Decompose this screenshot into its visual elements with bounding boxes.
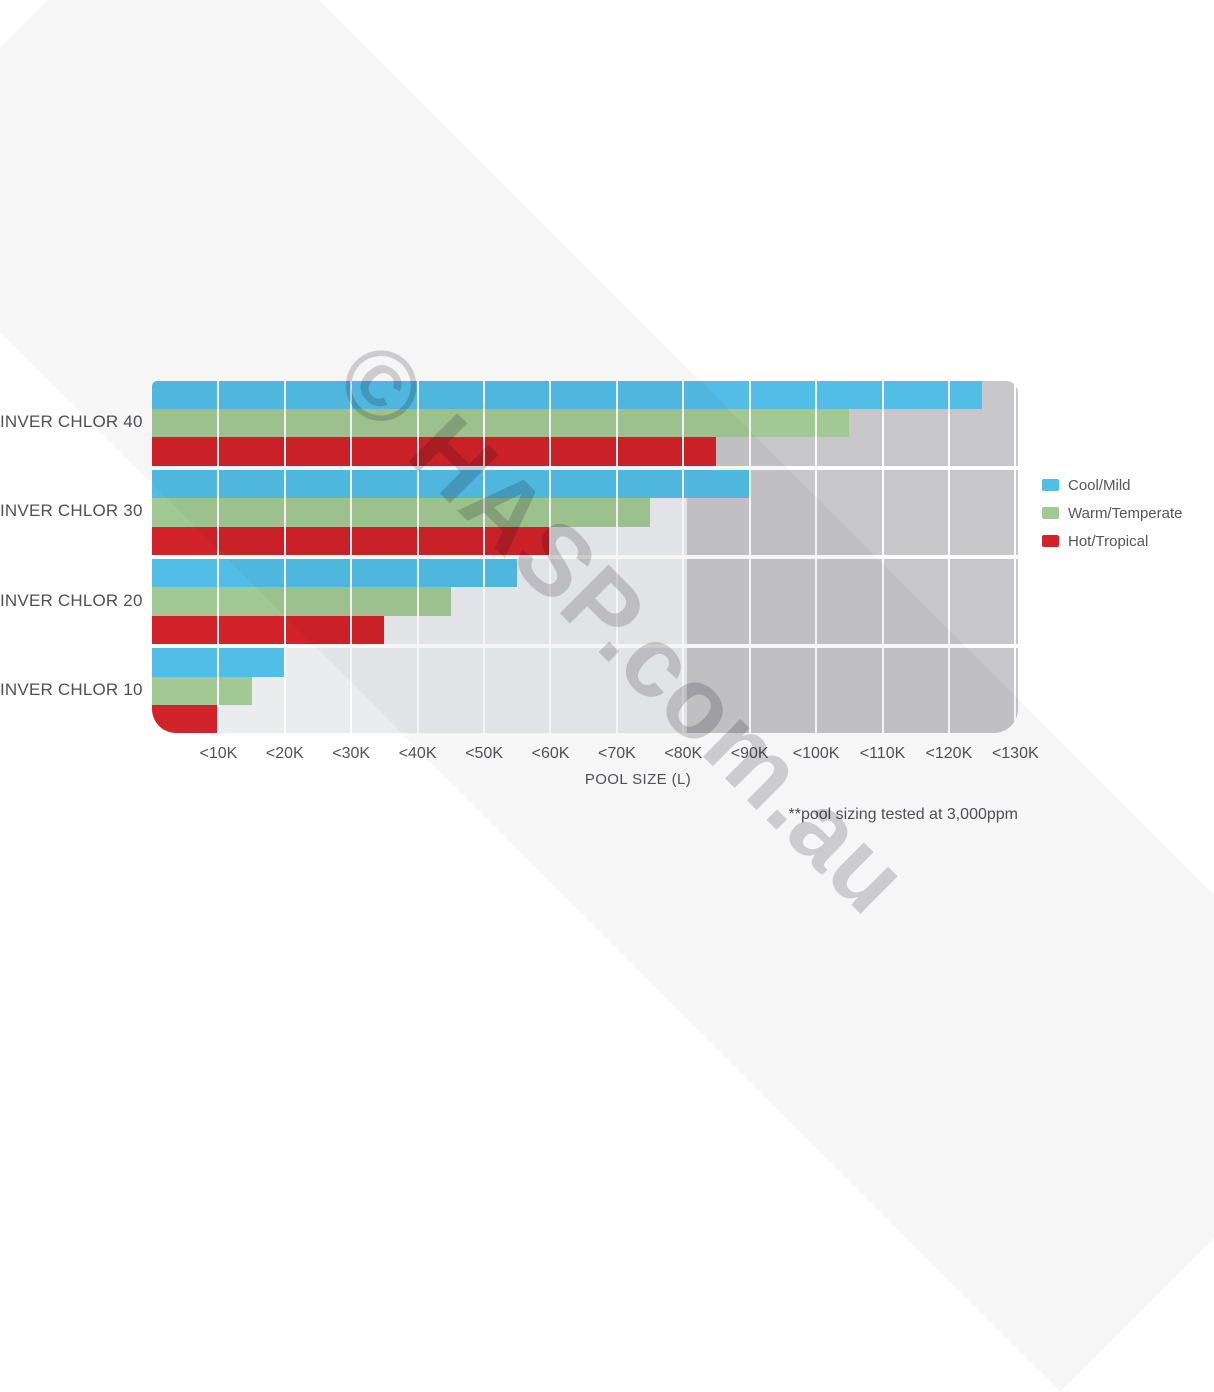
bar (152, 559, 518, 588)
legend-label: Cool/Mild (1068, 476, 1131, 494)
bar (152, 409, 850, 438)
gridline (615, 381, 618, 733)
legend-swatch-1 (1042, 507, 1059, 519)
bar (152, 437, 717, 466)
legend-item: Warm/Temperate (1042, 504, 1183, 522)
gridline (416, 381, 419, 733)
gridline (549, 381, 552, 733)
legend-label: Hot/Tropical (1068, 532, 1149, 550)
group-separator (152, 554, 1018, 560)
bar (152, 704, 219, 733)
gridline (283, 381, 286, 733)
bar (152, 470, 750, 499)
x-axis-title: POOL SIZE (L) (584, 771, 692, 788)
category-label: INVER CHLOR 30 (0, 501, 143, 521)
gridline (217, 381, 220, 733)
plot-area (152, 381, 1018, 733)
legend-item: Cool/Mild (1042, 476, 1182, 494)
footnote: **pool sizing tested at 3,000ppm (788, 806, 1018, 823)
group-separator (152, 465, 1018, 471)
category-label: INVER CHLOR 40 (0, 412, 143, 432)
legend-item: Hot/Tropical (1042, 532, 1182, 550)
gridline (350, 381, 353, 733)
gridline (1014, 381, 1017, 733)
gridline (483, 381, 486, 733)
gridline (947, 381, 950, 733)
gridline (815, 381, 818, 733)
gridline (748, 381, 751, 733)
bar (152, 381, 983, 410)
legend-label: Warm/Temperate (1068, 504, 1183, 522)
legend: Cool/Mild Warm/Temperate Hot/Tropical (1042, 477, 1182, 561)
bar (152, 676, 252, 705)
gridline (881, 381, 884, 733)
tick-label: <130K (991, 745, 1039, 762)
category-label: INVER CHLOR 10 (0, 679, 143, 699)
legend-swatch-2 (1042, 535, 1059, 547)
bar (152, 587, 451, 616)
bar (152, 498, 651, 527)
category-label: INVER CHLOR 20 (0, 590, 143, 610)
legend-swatch-0 (1042, 479, 1059, 491)
group-separator (152, 643, 1018, 649)
gridline (682, 381, 685, 733)
